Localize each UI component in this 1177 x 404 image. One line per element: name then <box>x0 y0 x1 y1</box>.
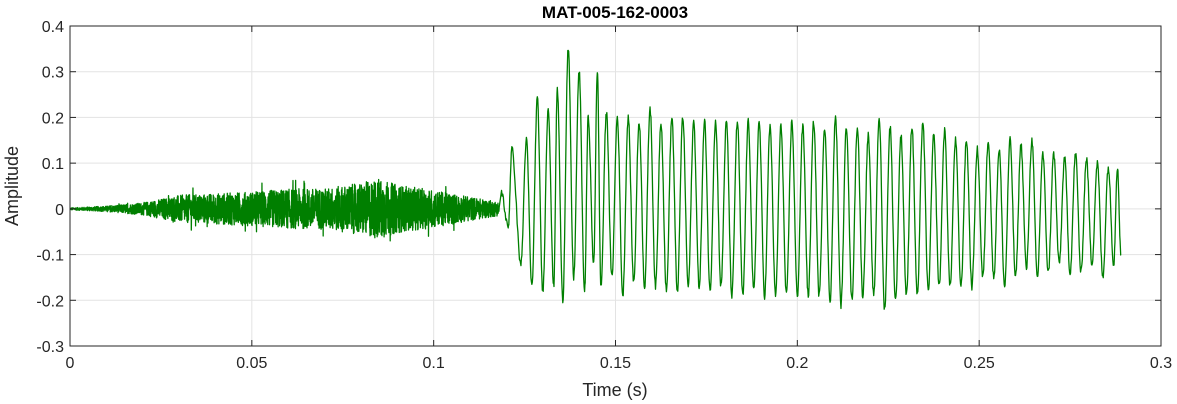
y-tick-label: 0.1 <box>42 156 64 173</box>
waveform-series-line <box>69 49 1122 310</box>
x-tick-label: 0.1 <box>423 355 445 372</box>
y-tick-label: -0.1 <box>36 248 64 265</box>
y-tick-label: -0.2 <box>36 293 64 310</box>
y-tick-labels: -0.3 -0.2 -0.1 0 0.1 0.2 0.3 0.4 <box>36 19 64 356</box>
y-tick-label: 0.2 <box>42 110 64 127</box>
x-tick-label: 0.05 <box>236 355 267 372</box>
y-tick-label: 0.3 <box>42 65 64 82</box>
y-tick-label: 0.4 <box>42 19 64 36</box>
x-tick-label: 0.2 <box>786 355 808 372</box>
x-tick-label: 0.3 <box>1150 355 1172 372</box>
x-axis-label: Time (s) <box>582 380 647 400</box>
x-tick-label: 0.15 <box>600 355 631 372</box>
y-tick-label: -0.3 <box>36 339 64 356</box>
y-tick-label: 0 <box>55 202 64 219</box>
x-tick-label: 0.25 <box>964 355 995 372</box>
chart-title: MAT-005-162-0003 <box>542 3 688 22</box>
y-axis-label: Amplitude <box>2 146 22 226</box>
x-tick-labels: 0 0.05 0.1 0.15 0.2 0.25 0.3 <box>66 355 1173 372</box>
x-tick-label: 0 <box>66 355 75 372</box>
axis-ticks <box>69 25 1162 347</box>
